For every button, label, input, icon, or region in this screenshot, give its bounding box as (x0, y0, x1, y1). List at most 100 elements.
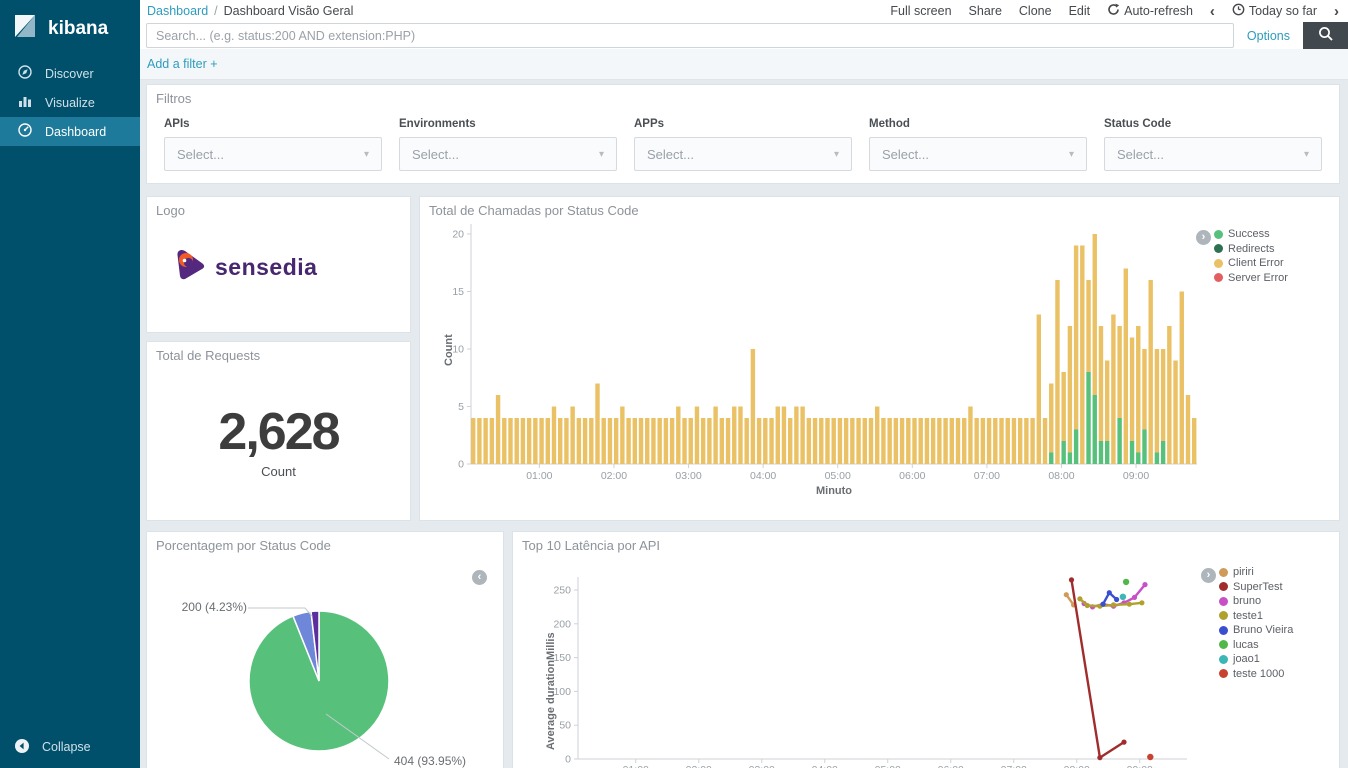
legend-label: Bruno Vieira (1233, 624, 1293, 636)
legend-expand-icon[interactable]: ‹ (472, 570, 487, 585)
legend-item[interactable]: teste 1000 (1219, 668, 1293, 680)
time-range-picker[interactable]: Today so far (1232, 3, 1317, 19)
legend-item[interactable]: lucas (1219, 639, 1293, 651)
search-button[interactable] (1303, 22, 1348, 49)
search-options-link[interactable]: Options (1247, 29, 1290, 43)
sidebar-item-discover[interactable]: Discover (0, 59, 140, 88)
line-x-axis: 01:0002:0003:0004:0005:0006:0007:0008:00… (578, 759, 1187, 768)
auto-refresh-label: Auto-refresh (1124, 4, 1193, 18)
sidebar-item-dashboard[interactable]: Dashboard (0, 117, 140, 146)
legend-dot-icon (1219, 597, 1228, 606)
filter-label: Status Code (1104, 118, 1322, 130)
legend-item[interactable]: Redirects (1214, 243, 1288, 255)
line-series-joao1[interactable] (1120, 594, 1126, 600)
filter-method: Method Select...▾ (869, 118, 1087, 171)
svg-text:06:00: 06:00 (938, 764, 964, 768)
breadcrumb-dashboard-link[interactable]: Dashboard (147, 4, 208, 18)
full-screen-button[interactable]: Full screen (890, 4, 951, 18)
svg-text:15: 15 (452, 286, 464, 298)
legend-item[interactable]: Server Error (1214, 272, 1288, 284)
environments-select[interactable]: Select...▾ (399, 137, 617, 171)
status-code-select[interactable]: Select... ▾ (1104, 137, 1322, 171)
svg-text:02:00: 02:00 (686, 764, 712, 768)
legend-dot-icon (1219, 626, 1228, 635)
svg-text:01:00: 01:00 (623, 764, 649, 768)
line-chart[interactable]: 05010015020025001:0002:0003:0004:0005:00… (513, 532, 1341, 768)
time-back-button[interactable]: ‹ (1210, 4, 1215, 19)
kibana-logo-icon (12, 13, 38, 45)
select-value: Select... (412, 147, 459, 162)
chevron-down-icon: ▾ (1304, 149, 1309, 160)
method-select[interactable]: Select...▾ (869, 137, 1087, 171)
legend-collapse-icon[interactable]: › (1196, 230, 1211, 245)
requests-metric-label: Count (147, 464, 410, 479)
legend-item[interactable]: joao1 (1219, 653, 1293, 665)
select-value: Select... (177, 147, 224, 162)
svg-text:03:00: 03:00 (675, 470, 701, 482)
bar-chart[interactable]: 0510152001:0002:0003:0004:0005:0006:0007… (420, 197, 1341, 522)
filter-label: APIs (164, 118, 382, 130)
kibana-brand[interactable]: kibana (0, 0, 140, 59)
time-range-label: Today so far (1249, 4, 1317, 18)
bar-y-axis-label: Count (443, 334, 455, 366)
legend-item[interactable]: Success (1214, 228, 1288, 240)
svg-text:09:00: 09:00 (1123, 470, 1149, 482)
select-value: Select... (882, 147, 929, 162)
panel-title: Total de Requests (156, 348, 260, 363)
time-forward-button[interactable]: › (1334, 4, 1339, 19)
apps-select[interactable]: Select...▾ (634, 137, 852, 171)
bar-chart-legend: Success Redirects Client Error Server Error (1214, 228, 1288, 286)
svg-text:200: 200 (553, 618, 571, 630)
select-value: Select... (1117, 147, 1164, 162)
search-bar: Options (140, 22, 1348, 49)
dashboard-content: Filtros APIs Select...▾ Environments Sel… (140, 80, 1348, 768)
legend-item[interactable]: Client Error (1214, 257, 1288, 269)
select-value: Select... (647, 147, 694, 162)
svg-text:04:00: 04:00 (812, 764, 838, 768)
breadcrumb-separator: / (214, 4, 217, 18)
bar-chart-icon (17, 93, 33, 112)
legend-item[interactable]: teste1 (1219, 610, 1293, 622)
filter-environments: Environments Select...▾ (399, 118, 617, 171)
sensedia-logo-icon (171, 247, 207, 288)
collapse-arrow-icon (14, 738, 30, 757)
bar-y-axis: 05101520 (452, 224, 471, 471)
clone-button[interactable]: Clone (1019, 4, 1052, 18)
legend-label: teste1 (1233, 610, 1263, 622)
legend-dot-icon (1219, 582, 1228, 591)
legend-dot-icon (1214, 259, 1223, 268)
pie-chart[interactable] (147, 532, 505, 768)
legend-item[interactable]: piriri (1219, 566, 1293, 578)
legend-item[interactable]: SuperTest (1219, 581, 1293, 593)
auto-refresh-button[interactable]: Auto-refresh (1107, 3, 1193, 19)
share-button[interactable]: Share (969, 4, 1002, 18)
search-input[interactable] (146, 23, 1234, 48)
line-series-lucas[interactable] (1123, 579, 1129, 585)
legend-collapse-icon[interactable]: › (1201, 568, 1216, 583)
legend-item[interactable]: Bruno Vieira (1219, 624, 1293, 636)
status-code-bar-panel: Total de Chamadas por Status Code 051015… (419, 196, 1340, 521)
svg-text:06:00: 06:00 (899, 470, 925, 482)
apis-select[interactable]: Select...▾ (164, 137, 382, 171)
svg-text:07:00: 07:00 (974, 470, 1000, 482)
compass-icon (17, 64, 33, 83)
pie-callout-404: 404 (93.95%) (394, 754, 466, 768)
edit-button[interactable]: Edit (1069, 4, 1091, 18)
legend-label: SuperTest (1233, 581, 1283, 593)
svg-text:50: 50 (559, 720, 571, 732)
svg-text:04:00: 04:00 (750, 470, 776, 482)
sidebar-collapse-button[interactable]: Collapse (0, 732, 140, 762)
svg-text:09:00: 09:00 (1127, 764, 1153, 768)
svg-text:08:00: 08:00 (1064, 764, 1090, 768)
legend-item[interactable]: bruno (1219, 595, 1293, 607)
line-series-teste 1000[interactable] (1147, 754, 1153, 760)
breadcrumb: Dashboard / Dashboard Visão Geral (147, 4, 353, 18)
sidebar-item-visualize[interactable]: Visualize (0, 88, 140, 117)
filter-apis: APIs Select...▾ (164, 118, 382, 171)
bar-series[interactable] (471, 234, 1196, 464)
filter-label: Method (869, 118, 1087, 130)
collapse-label: Collapse (42, 740, 91, 754)
svg-text:05:00: 05:00 (875, 764, 901, 768)
svg-text:20: 20 (452, 229, 464, 241)
add-filter-button[interactable]: Add a filter + (147, 57, 218, 71)
